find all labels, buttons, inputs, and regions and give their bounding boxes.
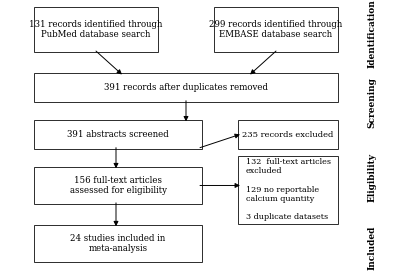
- FancyBboxPatch shape: [34, 225, 202, 262]
- Text: 131 records identified through
PubMed database search: 131 records identified through PubMed da…: [29, 20, 163, 39]
- Text: 299 records identified through
EMBASE database search: 299 records identified through EMBASE da…: [209, 20, 343, 39]
- FancyBboxPatch shape: [34, 7, 158, 52]
- FancyBboxPatch shape: [34, 167, 202, 204]
- Text: 156 full-text articles
assessed for eligibility: 156 full-text articles assessed for elig…: [70, 176, 166, 195]
- Text: 391 abstracts screened: 391 abstracts screened: [67, 130, 169, 139]
- Text: Included: Included: [368, 225, 376, 270]
- FancyBboxPatch shape: [34, 120, 202, 149]
- Text: Eligibility: Eligibility: [368, 153, 376, 202]
- Text: 391 records after duplicates removed: 391 records after duplicates removed: [104, 83, 268, 92]
- FancyBboxPatch shape: [238, 120, 338, 149]
- FancyBboxPatch shape: [214, 7, 338, 52]
- Text: 132  full-text articles
excluded

129 no reportable
calcium quantity

3 duplicat: 132 full-text articles excluded 129 no r…: [246, 158, 331, 221]
- FancyBboxPatch shape: [238, 156, 338, 224]
- Text: Identification: Identification: [368, 0, 376, 68]
- Text: 24 studies included in
meta-analysis: 24 studies included in meta-analysis: [70, 234, 166, 253]
- Text: Screening: Screening: [368, 77, 376, 128]
- FancyBboxPatch shape: [34, 73, 338, 102]
- Text: 235 records excluded: 235 records excluded: [242, 131, 334, 139]
